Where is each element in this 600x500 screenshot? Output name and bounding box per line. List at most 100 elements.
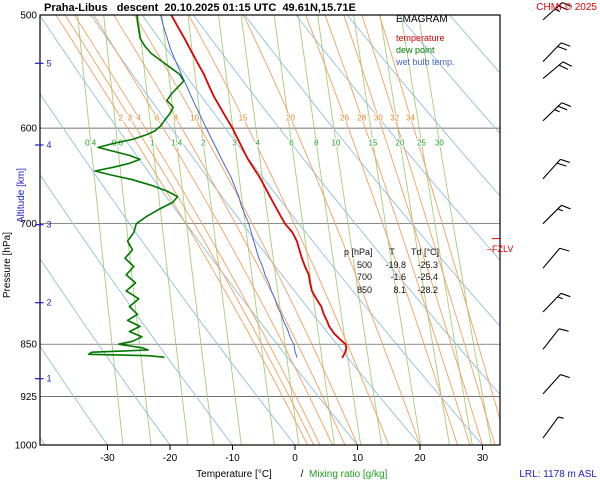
table-cell: 500 — [356, 259, 372, 270]
legend: EMAGRAM temperature dew point wet bulb tem… — [396, 14, 455, 68]
svg-text:1: 1 — [47, 374, 52, 384]
temperature-curve — [170, 15, 348, 359]
svg-text:-10: -10 — [225, 453, 240, 464]
svg-text:-30: -30 — [100, 453, 115, 464]
wind-barb — [542, 328, 569, 350]
axis-label-separator: / — [300, 469, 304, 480]
svg-text:500: 500 — [20, 11, 37, 22]
svg-text:25: 25 — [417, 138, 426, 147]
table-cell: 850 — [356, 284, 372, 295]
svg-text:0: 0 — [292, 453, 298, 464]
dry-adiabats — [40, 15, 500, 445]
table-cell: 700 — [356, 272, 372, 282]
pressure-tick-labels: 500 600 700 850 925 1000 — [15, 11, 38, 452]
fzlv-marker-line: – — [487, 244, 493, 254]
svg-text:2: 2 — [119, 114, 124, 123]
svg-text:8: 8 — [173, 114, 178, 123]
copyright: CHMI © 2025 — [536, 2, 597, 13]
table-row: 850 8.1 -28.2 — [344, 284, 444, 297]
wind-barb — [542, 158, 570, 180]
svg-text:4: 4 — [136, 114, 141, 123]
wind-barb — [542, 374, 570, 395]
wind-barb — [542, 204, 571, 225]
x-axis-label: Temperature [°C] — [196, 469, 272, 480]
table-header-cell: p [hPa] — [344, 247, 373, 257]
svg-text:700: 700 — [20, 219, 37, 230]
svg-text:850: 850 — [20, 340, 37, 351]
moist-adiabats — [55, 15, 500, 445]
svg-text:30: 30 — [374, 114, 383, 123]
svg-text:10: 10 — [190, 114, 199, 123]
svg-text:3: 3 — [47, 220, 52, 230]
svg-text:3: 3 — [127, 114, 132, 123]
svg-text:4: 4 — [47, 140, 52, 150]
table-row: 700 -1.6 -25.4 — [344, 271, 444, 284]
legend-items: temperature dew point wet bulb temp. — [396, 32, 455, 68]
wind-barb — [542, 42, 571, 62]
svg-text:1: 1 — [150, 138, 155, 147]
legend-item-temperature: temperature — [396, 33, 445, 43]
svg-text:-20: -20 — [163, 453, 178, 464]
svg-text:15: 15 — [369, 138, 378, 147]
svg-text:4: 4 — [256, 138, 261, 147]
table-cell: -19.8 — [385, 259, 406, 270]
svg-text:30: 30 — [477, 453, 489, 464]
chart-title: Praha-Libus descent 20.10.2025 01:15 UTC… — [44, 2, 356, 14]
wind-barbs — [542, 2, 573, 439]
legend-item-dew-point: dew point — [396, 45, 435, 55]
temperature-ticks: -30 -20 -10 0 10 20 30 — [100, 445, 488, 464]
plot-border — [39, 14, 501, 446]
svg-text:2: 2 — [47, 298, 52, 308]
legend-item-wet-bulb-temp-: wet bulb temp. — [396, 57, 455, 67]
svg-text:10: 10 — [332, 138, 341, 147]
mixing-ratio-axis-label: Mixing ratio [g/kg] — [309, 469, 388, 480]
fzlv-annotation: –FZLV — [477, 234, 513, 264]
table-header-cell: Td [°C] — [410, 247, 440, 257]
svg-text:10: 10 — [352, 453, 364, 464]
svg-text:6: 6 — [289, 138, 294, 147]
svg-text:30: 30 — [435, 138, 444, 147]
wind-barb — [542, 416, 564, 439]
moist-adiabat-labels: 2 3 4 6 8 10 15 20 26 28 30 32 34 — [117, 112, 416, 124]
wind-barb — [542, 102, 572, 122]
altitude-ticks: 5 4 3 2 1 — [35, 58, 52, 384]
svg-text:20: 20 — [396, 138, 405, 147]
svg-text:2: 2 — [201, 138, 206, 147]
wind-barb — [542, 2, 572, 21]
svg-text:600: 600 — [20, 124, 37, 135]
wind-barb — [542, 61, 573, 80]
svg-text:6: 6 — [155, 114, 160, 123]
svg-text:20: 20 — [286, 114, 295, 123]
plot-background — [40, 15, 500, 445]
svg-text:15: 15 — [238, 114, 247, 123]
lrl-label: LRL: 1178 m ASL — [519, 469, 597, 480]
table-header-row: p [hPa] T Td [°C] — [344, 246, 444, 259]
svg-text:26: 26 — [340, 114, 349, 123]
wind-barb — [542, 292, 571, 313]
svg-text:5: 5 — [47, 58, 52, 68]
table-cell: -25.4 — [417, 272, 438, 282]
table-cell: 8.1 — [393, 284, 406, 295]
table-row: 500 -19.8 -25.3 — [344, 259, 444, 272]
altitude-axis-label: Altitude [km] — [16, 168, 27, 224]
svg-text:32: 32 — [390, 114, 399, 123]
table-cell: -1.6 — [390, 272, 406, 282]
svg-text:28: 28 — [357, 114, 366, 123]
wet-bulb-curve — [160, 15, 298, 358]
svg-text:34: 34 — [406, 114, 415, 123]
pressure-axis-label: Pressure [hPa] — [2, 232, 13, 299]
svg-text:925: 925 — [20, 392, 37, 403]
svg-text:3: 3 — [232, 138, 237, 147]
legend-title: EMAGRAM — [396, 14, 448, 25]
table-cell: -28.2 — [417, 284, 438, 295]
svg-text:1.4: 1.4 — [171, 138, 183, 147]
table-cell: -25.3 — [417, 259, 438, 270]
table-header-cell: T — [389, 247, 395, 257]
svg-text:0.4: 0.4 — [85, 138, 97, 147]
svg-text:1000: 1000 — [15, 441, 38, 452]
svg-text:20: 20 — [414, 453, 426, 464]
sounding-table: p [hPa] T Td [°C] 500 -19.8 -25.3 700 -1.6 -25.4… — [344, 246, 444, 296]
fzlv-label: FZLV — [492, 244, 514, 254]
